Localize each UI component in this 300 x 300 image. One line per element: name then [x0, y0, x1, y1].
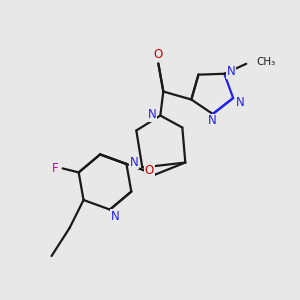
Text: N: N	[130, 155, 139, 169]
Text: O: O	[154, 48, 163, 61]
Text: F: F	[51, 162, 58, 175]
Text: CH₃: CH₃	[256, 57, 276, 67]
Text: O: O	[145, 164, 154, 177]
Text: N: N	[148, 108, 157, 121]
Text: N: N	[227, 65, 236, 78]
Text: N: N	[236, 96, 244, 109]
Text: N: N	[110, 210, 119, 223]
Text: N: N	[207, 115, 216, 128]
